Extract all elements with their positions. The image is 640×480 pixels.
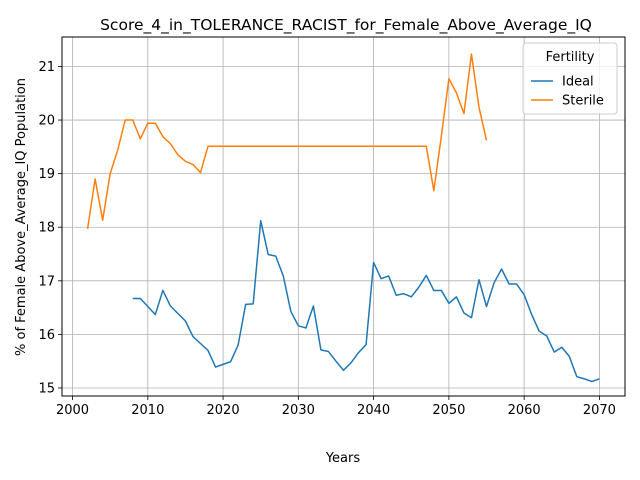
x-tick-label: 2000 bbox=[56, 403, 89, 418]
x-tick-label: 2060 bbox=[508, 403, 541, 418]
x-tick-label: 2040 bbox=[357, 403, 390, 418]
legend-box bbox=[522, 42, 618, 115]
y-tick-label: 20 bbox=[38, 114, 55, 129]
y-tick-label: 15 bbox=[38, 381, 55, 396]
x-tick-label: 2010 bbox=[131, 403, 164, 418]
legend: Fertility Ideal Sterile bbox=[522, 42, 618, 115]
legend-title: Fertility bbox=[546, 50, 595, 65]
legend-label-sterile: Sterile bbox=[562, 94, 604, 109]
x-axis-ticks: 2000 2010 2020 2030 2040 2050 2060 2070 bbox=[56, 396, 616, 418]
x-tick-label: 2050 bbox=[432, 403, 465, 418]
y-tick-label: 16 bbox=[38, 328, 55, 343]
x-tick-label: 2020 bbox=[207, 403, 240, 418]
series-line-sterile bbox=[86, 53, 488, 229]
x-axis-label: Years bbox=[325, 451, 361, 466]
series-layer bbox=[86, 53, 600, 383]
legend-label-ideal: Ideal bbox=[562, 75, 594, 90]
x-tick-label: 2030 bbox=[282, 403, 315, 418]
y-tick-label: 18 bbox=[38, 221, 55, 236]
y-axis-ticks: 15 16 17 18 19 20 21 bbox=[38, 60, 62, 396]
y-axis-label: % of Female Above_Average_IQ Population bbox=[14, 78, 29, 356]
plot-frame bbox=[61, 36, 626, 397]
y-tick-label: 19 bbox=[38, 167, 55, 182]
y-tick-label: 21 bbox=[38, 60, 55, 75]
chart-title: Score_4_in_TOLERANCE_RACIST_for_Female_A… bbox=[100, 16, 592, 35]
y-tick-label: 17 bbox=[38, 274, 55, 289]
series-line-ideal bbox=[132, 220, 600, 383]
x-tick-label: 2070 bbox=[583, 403, 616, 418]
